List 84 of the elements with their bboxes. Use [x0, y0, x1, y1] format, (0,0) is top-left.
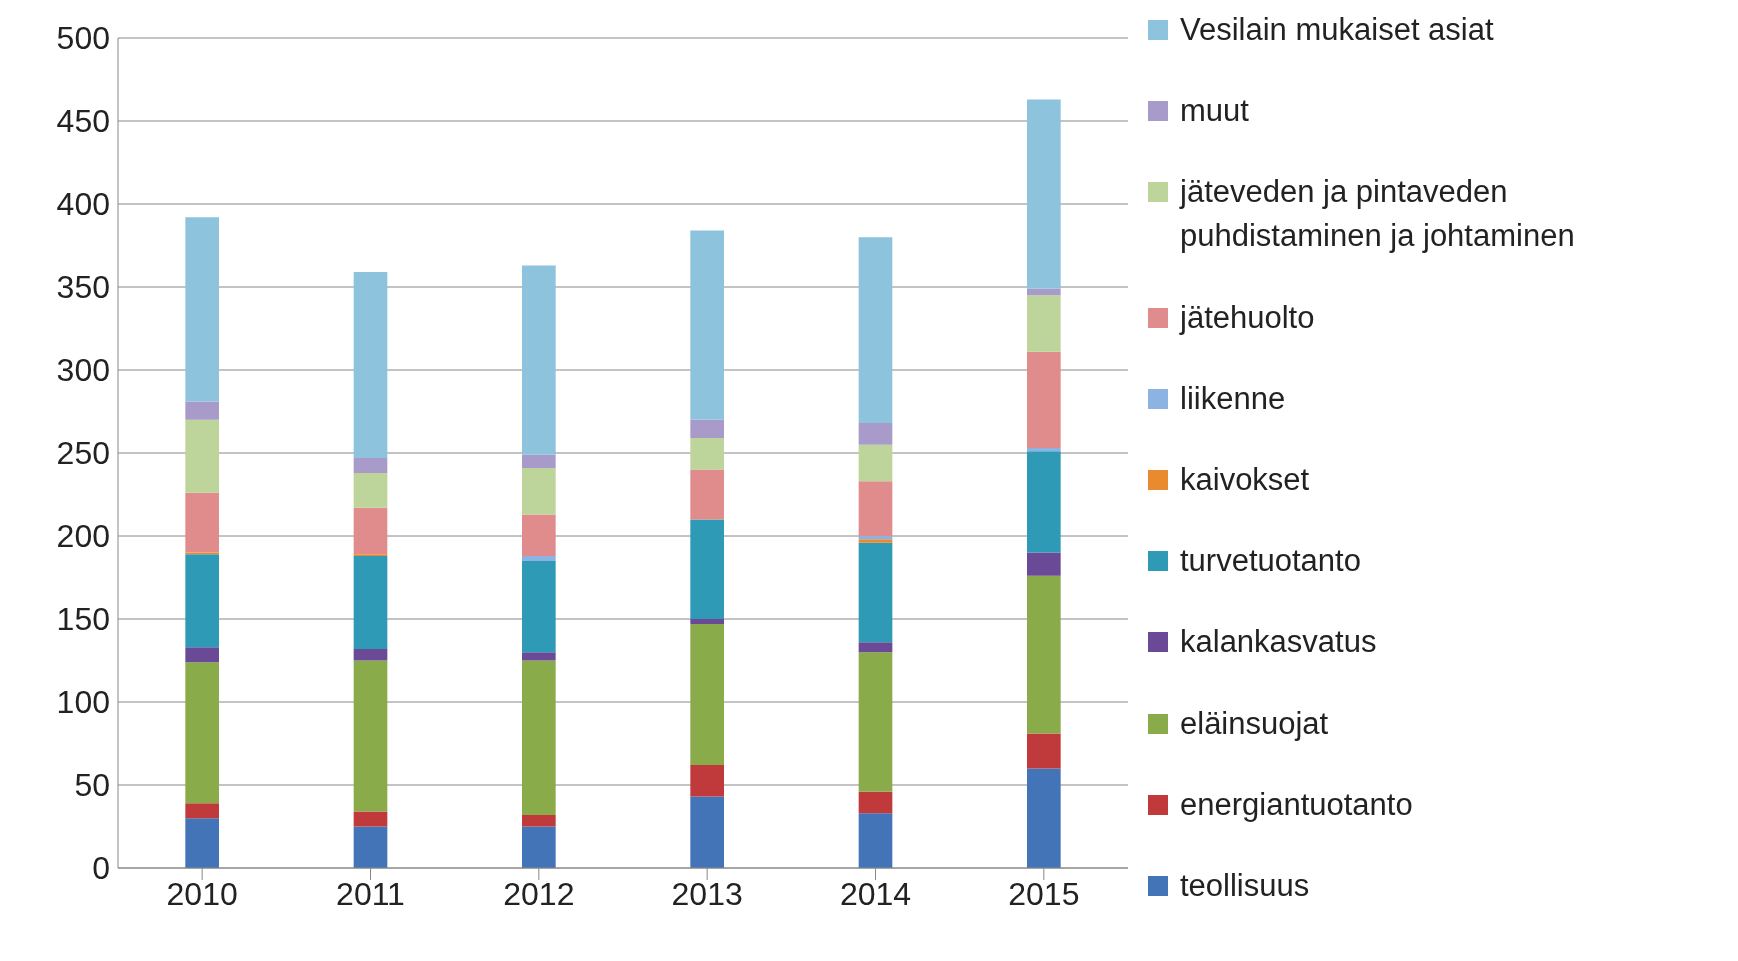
bar: [185, 803, 219, 819]
legend-label: muut: [1180, 92, 1249, 131]
bar: [522, 514, 556, 556]
bar: [522, 454, 556, 468]
bar: [690, 469, 724, 520]
bar: [690, 623, 724, 766]
bar: [690, 230, 724, 420]
bar: [690, 519, 724, 619]
bar: [858, 423, 893, 445]
bar: [858, 791, 893, 814]
bar: [1027, 351, 1061, 449]
bar: [353, 272, 388, 458]
y-tick-label: 200: [56, 518, 110, 555]
bar: [858, 444, 893, 482]
bar: [353, 472, 388, 508]
legend-label: kaivokset: [1180, 460, 1310, 499]
bar: [522, 652, 556, 661]
bar: [353, 648, 388, 661]
bar: [185, 401, 219, 420]
bar: [690, 419, 724, 439]
bar: [690, 765, 724, 797]
legend-label: jätehuolto: [1180, 298, 1315, 337]
bar: [1027, 552, 1061, 576]
bar: [858, 237, 893, 424]
bar: [522, 660, 556, 815]
bar: [353, 507, 388, 555]
y-tick-label: 250: [56, 435, 110, 472]
bar: [1027, 733, 1061, 769]
x-tick-label: 2014: [839, 875, 912, 912]
y-tick-label: 100: [56, 684, 110, 721]
y-tick-label: 500: [56, 20, 110, 57]
x-tick-label: 2010: [166, 875, 238, 912]
bar: [1027, 295, 1061, 352]
bar: [522, 826, 556, 868]
legend-label: energiantuotanto: [1180, 785, 1413, 824]
bar: [858, 652, 893, 792]
bar: [690, 619, 724, 624]
legend-label: eläinsuojat: [1180, 704, 1329, 743]
bar: [858, 642, 893, 653]
legend-label: jäteveden ja pintaveden puhdistaminen ja johtaminen: [1180, 173, 1576, 256]
bar: [1027, 288, 1061, 296]
x-tick-label: 2011: [336, 875, 405, 912]
bar: [522, 814, 556, 827]
bar: [522, 265, 556, 455]
bar: [353, 457, 388, 473]
bar: [185, 554, 219, 648]
bar: [690, 438, 724, 470]
legend-label: kalankasvatus: [1180, 623, 1377, 662]
y-tick-label: 150: [56, 601, 110, 638]
y-tick-label: 300: [56, 352, 110, 389]
x-tick-label: 2012: [503, 875, 575, 912]
bar: [353, 826, 388, 868]
bar: [353, 660, 388, 812]
bar: [353, 555, 388, 649]
bar: [690, 796, 724, 868]
y-tick-label: 50: [74, 767, 110, 804]
legend-label: teollisuus: [1180, 866, 1310, 905]
y-tick-label: 400: [56, 186, 110, 223]
bar: [522, 555, 556, 561]
bar: [185, 647, 219, 663]
legend-label: liikenne: [1180, 379, 1286, 418]
bar: [353, 811, 388, 827]
x-tick-label: 2013: [671, 875, 743, 912]
legend-label: turvetuotanto: [1180, 542, 1361, 581]
y-tick-label: 450: [56, 103, 110, 140]
bar: [185, 217, 219, 402]
bar: [185, 662, 219, 804]
bar: [858, 813, 893, 868]
bar: [185, 492, 219, 553]
y-tick-label: 350: [56, 269, 110, 306]
bar: [1027, 451, 1061, 553]
bar: [185, 818, 219, 868]
x-tick-label: 2015: [1008, 875, 1080, 912]
bar: [858, 481, 893, 536]
bar: [858, 542, 893, 643]
bar: [1027, 99, 1061, 289]
bar: [1027, 448, 1061, 452]
bar: [1027, 768, 1061, 868]
legend-label: Vesilain mukaiset asiat: [1180, 11, 1494, 49]
bar: [1027, 575, 1061, 734]
bar: [522, 467, 556, 515]
y-tick-label: 0: [92, 850, 110, 887]
bar: [522, 560, 556, 653]
bar: [185, 419, 219, 493]
